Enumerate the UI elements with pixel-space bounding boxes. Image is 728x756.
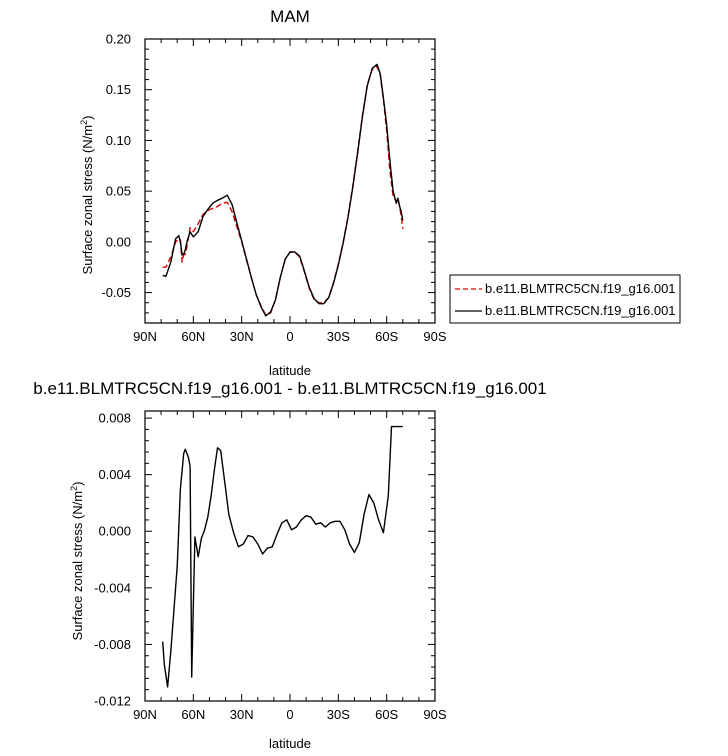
y-tick-label: 0.008: [98, 411, 131, 426]
plot-frame: [144, 38, 436, 324]
x-tick-label: 30S: [327, 707, 350, 722]
x-tick-label: 90S: [423, 707, 446, 722]
y-axis-label: Surface zonal stress (N/m2): [69, 482, 85, 641]
series-layer: [162, 425, 403, 688]
x-tick-label: 60N: [181, 329, 205, 344]
y-axis-label-superscript: 2: [79, 120, 89, 125]
y-tick-label: 0.10: [106, 133, 131, 148]
series-line: [162, 63, 404, 317]
legend-label: b.e11.BLMTRC5CN.f19_g16.001: [485, 281, 676, 296]
x-tick-label: 60N: [181, 707, 205, 722]
x-tick-label: 30N: [230, 329, 254, 344]
y-tick-label: -0.05: [101, 285, 131, 300]
axis-ticks: 90N 60N 30N 0 30S 60S 90S -0.012 -0.008 -0.004 0.0…: [94, 411, 447, 722]
y-axis-label-text: Surface zonal stress (N/m: [70, 491, 85, 641]
x-axis-label: latitude: [269, 363, 311, 378]
y-tick-label: 0.15: [106, 82, 131, 97]
panel-bottom: b.e11.BLMTRC5CN.f19_g16.001 - b.e11.BLMT…: [33, 379, 546, 751]
x-tick-label: 0: [286, 707, 293, 722]
y-tick-label: 0.00: [106, 234, 131, 249]
panel-top: MAM Surface zonal stress (N/m2) latitude…: [79, 7, 447, 378]
y-tick-label: 0.20: [106, 32, 131, 47]
y-tick-label: -0.004: [94, 580, 131, 595]
series-line: [162, 65, 404, 316]
y-axis-label-close: ): [80, 116, 95, 120]
x-axis-label: latitude: [269, 736, 311, 751]
y-tick-label: 0.000: [98, 524, 131, 539]
x-tick-label: 90S: [423, 329, 446, 344]
y-tick-label: 0.004: [98, 467, 131, 482]
legend-label: b.e11.BLMTRC5CN.f19_g16.001: [485, 303, 676, 318]
x-tick-label: 90N: [133, 707, 157, 722]
y-axis-label-text: Surface zonal stress (N/m: [80, 125, 95, 275]
chart-title: b.e11.BLMTRC5CN.f19_g16.001 - b.e11.BLMT…: [33, 379, 546, 398]
x-tick-label: 60S: [375, 329, 398, 344]
x-tick-label: 30S: [327, 329, 350, 344]
svg-text:Surface zonal stress (N/m2): Surface zonal stress (N/m2): [69, 482, 85, 641]
chart-title: MAM: [270, 7, 310, 26]
y-tick-label: 0.05: [106, 184, 131, 199]
x-tick-label: 60S: [375, 707, 398, 722]
x-tick-label: 0: [286, 329, 293, 344]
y-axis-label: Surface zonal stress (N/m2): [79, 116, 95, 275]
plot-frame: [144, 410, 436, 702]
series-layer: [162, 63, 404, 317]
legend-box: [449, 274, 681, 324]
x-tick-label: 30N: [230, 707, 254, 722]
y-axis-label-superscript: 2: [69, 486, 79, 491]
y-tick-label: -0.008: [94, 637, 131, 652]
legend: b.e11.BLMTRC5CN.f19_g16.001 b.e11.BLMTRC…: [449, 274, 681, 324]
svg-text:Surface zonal stress (N/m2): Surface zonal stress (N/m2): [79, 116, 95, 275]
y-axis-label-close: ): [70, 482, 85, 486]
axis-ticks: 90N 60N 30N 0 30S 60S 90S -0.05 0.00 0.05 0.10 0.15…: [101, 32, 447, 345]
x-tick-label: 90N: [133, 329, 157, 344]
y-tick-label: -0.012: [94, 694, 131, 709]
series-line: [162, 425, 403, 688]
